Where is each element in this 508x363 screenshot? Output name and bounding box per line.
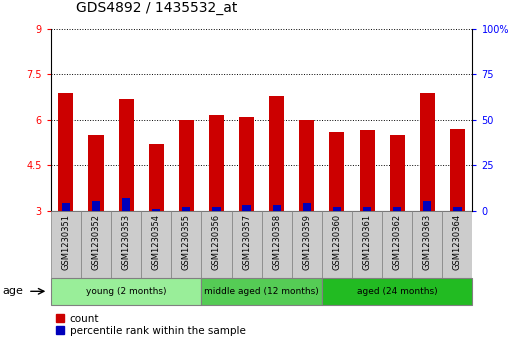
Text: GSM1230359: GSM1230359 (302, 214, 311, 270)
Bar (272, 205, 281, 211)
Text: GSM1230356: GSM1230356 (212, 214, 221, 270)
Bar (141, 211, 171, 278)
Bar (242, 205, 251, 211)
Bar (352, 211, 382, 278)
Bar (269, 95, 284, 211)
Bar (149, 144, 164, 211)
Bar (88, 135, 104, 211)
Bar (363, 207, 371, 211)
Text: age: age (3, 286, 23, 296)
Bar (81, 211, 111, 278)
Bar (58, 93, 73, 211)
Bar (442, 211, 472, 278)
Bar (179, 120, 194, 211)
Text: GSM1230360: GSM1230360 (332, 214, 341, 270)
Bar (423, 201, 431, 211)
Text: GSM1230353: GSM1230353 (121, 214, 131, 270)
Text: GSM1230363: GSM1230363 (423, 214, 432, 270)
Text: GSM1230361: GSM1230361 (363, 214, 371, 270)
Text: middle aged (12 months): middle aged (12 months) (204, 287, 319, 296)
Text: aged (24 months): aged (24 months) (357, 287, 437, 296)
Bar (450, 129, 465, 211)
Bar (382, 211, 412, 278)
Bar (182, 207, 190, 211)
Text: young (2 months): young (2 months) (86, 287, 166, 296)
Bar (212, 207, 220, 211)
Bar (118, 99, 134, 211)
Bar (360, 130, 374, 211)
Text: GDS4892 / 1435532_at: GDS4892 / 1435532_at (76, 0, 238, 15)
Bar (322, 211, 352, 278)
Bar (412, 211, 442, 278)
Bar (111, 211, 141, 278)
Bar (201, 211, 232, 278)
Text: GSM1230357: GSM1230357 (242, 214, 251, 270)
Bar (303, 203, 311, 211)
Bar (322, 278, 472, 305)
Text: GSM1230351: GSM1230351 (61, 214, 71, 270)
Bar (51, 211, 81, 278)
Bar (262, 211, 292, 278)
Legend: count, percentile rank within the sample: count, percentile rank within the sample (56, 314, 245, 336)
Text: GSM1230354: GSM1230354 (152, 214, 161, 270)
Bar (292, 211, 322, 278)
Bar (333, 207, 341, 211)
Bar (232, 211, 262, 278)
Bar (453, 207, 462, 211)
Bar (299, 120, 314, 211)
Text: GSM1230362: GSM1230362 (393, 214, 402, 270)
Bar (393, 207, 401, 211)
Bar (390, 135, 405, 211)
Bar (51, 278, 201, 305)
Bar (201, 278, 322, 305)
Bar (420, 93, 435, 211)
Text: GSM1230358: GSM1230358 (272, 214, 281, 270)
Bar (239, 117, 254, 211)
Text: GSM1230364: GSM1230364 (453, 214, 462, 270)
Bar (329, 132, 344, 211)
Bar (152, 209, 161, 211)
Bar (209, 115, 224, 211)
Bar (92, 201, 100, 211)
Text: GSM1230352: GSM1230352 (91, 214, 101, 270)
Bar (122, 198, 130, 211)
Text: GSM1230355: GSM1230355 (182, 214, 191, 270)
Bar (61, 203, 70, 211)
Bar (171, 211, 201, 278)
